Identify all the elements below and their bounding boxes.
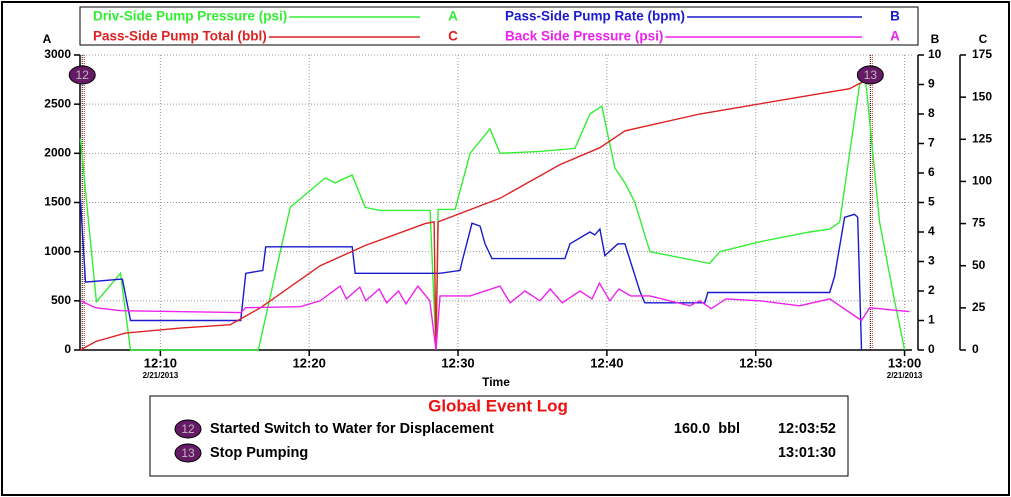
log-time: 13:01:30 — [778, 445, 836, 461]
y2-tick-label: 1 — [928, 313, 935, 327]
y2-tick-label: 6 — [928, 165, 935, 179]
axis-letter-c: C — [979, 32, 988, 46]
legend-letter: A — [890, 29, 900, 44]
y-tick-label: 0 — [64, 342, 71, 356]
legend-letter: C — [448, 29, 458, 44]
event-badge — [856, 65, 884, 85]
x-tick-label: 12:30 — [441, 355, 474, 370]
legend-label: Pass-Side Pump Rate (bpm) — [505, 9, 685, 24]
log-badge-label: 12 — [181, 422, 195, 436]
y3-tick-label: 100 — [972, 174, 992, 188]
log-text: Started Switch to Water for Displacement — [210, 421, 494, 437]
y3-tick-label: 150 — [972, 89, 992, 103]
date-label: 2/21/2013 — [143, 371, 179, 380]
y2-tick-label: 10 — [928, 47, 942, 61]
y-tick-label: 1000 — [44, 244, 71, 258]
log-time: 12:03:52 — [778, 421, 836, 437]
x-axis-label: Time — [482, 375, 510, 389]
axis-letter-a: A — [43, 32, 52, 46]
x-tick-label: 12:10 — [144, 355, 177, 370]
x-tick-label: 12:40 — [590, 355, 623, 370]
log-badge — [174, 443, 202, 463]
event-badge-label: 13 — [864, 68, 878, 82]
log-badge-label: 13 — [181, 446, 195, 460]
log-amount: 160.0 bbl — [674, 421, 740, 437]
event-badge-label: 12 — [76, 68, 90, 82]
event-log-box — [149, 395, 849, 477]
y3-tick-label: 0 — [972, 342, 979, 356]
y3-tick-label: 25 — [972, 300, 986, 314]
legend-label: Back Side Pressure (psi) — [505, 29, 663, 44]
x-tick-label: 13:00 — [888, 355, 921, 370]
event-badge — [68, 65, 96, 85]
series-line — [79, 78, 906, 351]
y-tick-label: 2000 — [44, 146, 71, 160]
log-badge — [174, 419, 202, 439]
series-line — [80, 79, 866, 351]
y2-tick-label: 7 — [928, 136, 935, 150]
x-tick-label: 12:50 — [739, 355, 772, 370]
legend-label: Pass-Side Pump Total (bbl) — [93, 29, 267, 44]
y2-tick-label: 8 — [928, 106, 935, 120]
y2-tick-label: 2 — [928, 283, 935, 297]
y2-tick-label: 5 — [928, 195, 935, 209]
legend-letter: A — [448, 9, 458, 24]
y2-tick-label: 3 — [928, 254, 935, 268]
date-label: 2/21/2013 — [887, 371, 923, 380]
y-tick-label: 500 — [51, 293, 71, 307]
series-line — [79, 199, 863, 351]
legend-letter: B — [890, 9, 900, 24]
series-line — [80, 281, 910, 351]
y3-tick-label: 50 — [972, 258, 986, 272]
y-tick-label: 3000 — [44, 47, 71, 61]
y-tick-label: 2500 — [44, 96, 71, 110]
axis-letter-b: B — [931, 32, 940, 46]
y2-tick-label: 0 — [928, 342, 935, 356]
y3-tick-label: 175 — [972, 47, 992, 61]
legend-label: Driv-Side Pump Pressure (psi) — [93, 9, 287, 24]
y2-tick-label: 9 — [928, 77, 935, 91]
y-tick-label: 1500 — [44, 195, 71, 209]
y3-tick-label: 75 — [972, 216, 986, 230]
y3-tick-label: 125 — [972, 131, 992, 145]
log-text: Stop Pumping — [210, 445, 308, 461]
event-log-title: Global Event Log — [428, 396, 568, 415]
legend-box — [79, 6, 919, 46]
x-tick-label: 12:20 — [293, 355, 326, 370]
y2-tick-label: 4 — [928, 224, 935, 238]
